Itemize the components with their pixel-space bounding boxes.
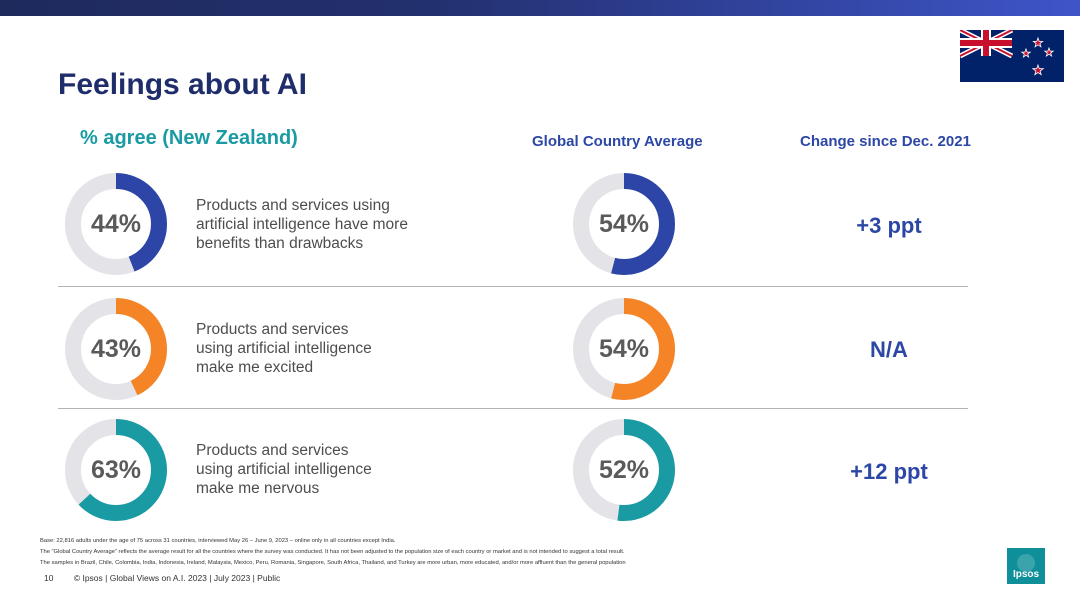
donut-global-nervous: 52% [572, 418, 676, 522]
donut-value-label: 44% [90, 209, 142, 238]
change-value-excited: N/A [870, 337, 908, 362]
top-accent-bar [0, 0, 1080, 16]
statement-line: make me excited [196, 359, 314, 376]
column-header-global-average: Global Country Average [532, 133, 703, 150]
donut-value-label: 43% [90, 334, 142, 363]
change-value-benefits: +3 ppt [856, 213, 922, 238]
statement-line: benefits than drawbacks [196, 235, 364, 252]
donut-value-label: 54% [598, 334, 650, 363]
footnote-samples: The samples in Brazil, Chile, Colombia, … [40, 560, 626, 566]
change-value-nervous: +12 ppt [850, 459, 928, 484]
page-number: 10 [44, 573, 54, 583]
row-divider [58, 408, 968, 409]
footnotes: Base: 22,816 adults under the age of 75 … [40, 536, 940, 569]
donut-global-excited: 54% [572, 297, 676, 401]
column-header-new-zealand: % agree (New Zealand) [80, 127, 298, 149]
donut-value-label: 52% [598, 455, 650, 484]
statement-line: Products and services [196, 442, 349, 459]
ipsos-logo-icon: Ipsos [1007, 548, 1045, 584]
donut-arc [65, 173, 167, 275]
statement-line: using artificial intelligence [196, 340, 372, 357]
new-zealand-flag-icon [960, 30, 1064, 82]
statement-excited: Products and services using artificial i… [196, 320, 436, 377]
donut-value-label: 63% [90, 455, 142, 484]
donut-nz-excited: 43% [64, 297, 168, 401]
donut-nz-nervous: 63% [64, 418, 168, 522]
statement-line: using artificial intelligence [196, 461, 372, 478]
donut-arc [65, 298, 167, 400]
donut-value-label: 54% [598, 209, 650, 238]
logo-text: Ipsos [1013, 569, 1040, 580]
column-header-change: Change since Dec. 2021 [800, 133, 971, 150]
donut-nz-benefits: 44% [64, 172, 168, 276]
donut-global-benefits: 54% [572, 172, 676, 276]
footer: 10 © Ipsos | Global Views on A.I. 2023 |… [44, 573, 280, 583]
donut-arc [65, 419, 167, 521]
footer-text: © Ipsos | Global Views on A.I. 2023 | Ju… [73, 573, 281, 583]
statement-benefits: Products and services using artificial i… [196, 196, 436, 253]
donut-arc [573, 298, 675, 400]
statement-line: artificial intelligence have more [196, 216, 408, 233]
statement-line: Products and services using [196, 197, 390, 214]
footnote-base: Base: 22,816 adults under the age of 75 … [40, 538, 396, 544]
donut-arc [573, 419, 675, 521]
donut-arc [573, 173, 675, 275]
page-title: Feelings about AI [58, 68, 307, 101]
row-divider [58, 286, 968, 287]
statement-nervous: Products and services using artificial i… [196, 441, 436, 498]
footnote-global-average: The “Global Country Average” reflects th… [40, 549, 625, 555]
statement-line: make me nervous [196, 480, 320, 497]
statement-line: Products and services [196, 321, 349, 338]
